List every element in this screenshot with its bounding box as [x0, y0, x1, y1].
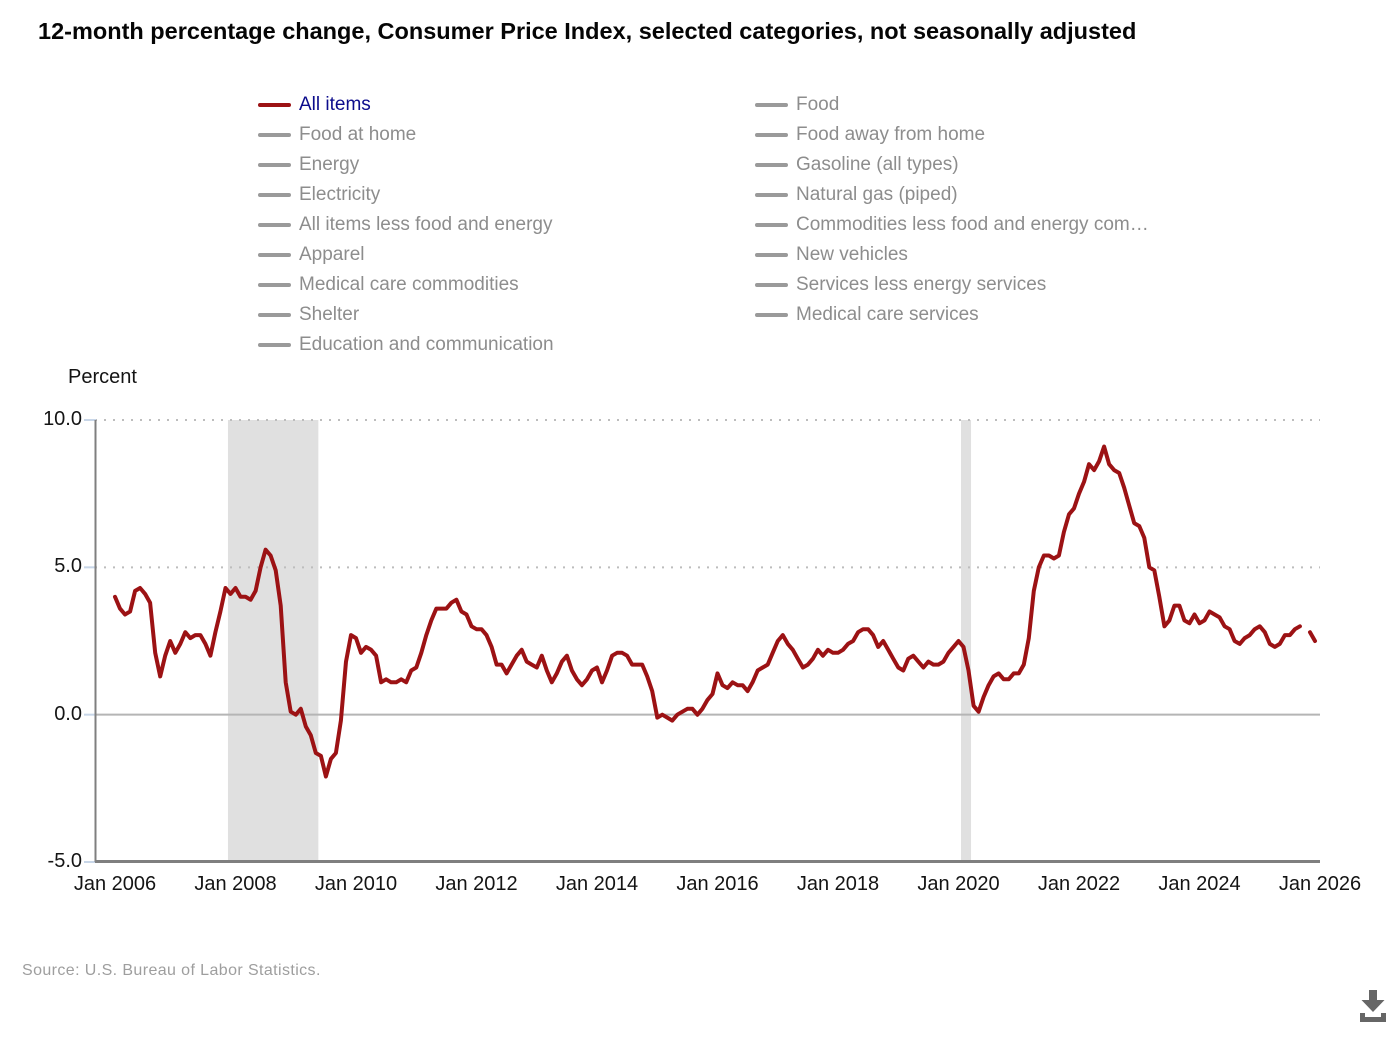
legend-item-food-at-home[interactable]: Food at home	[258, 120, 738, 150]
recession-band	[227, 420, 319, 862]
legend-item-commodities-less-food-and-energy-com[interactable]: Commodities less food and energy com…	[755, 210, 1225, 240]
x-axis-label: Jan 2006	[73, 873, 157, 895]
legend-item-label: Shelter	[299, 304, 360, 325]
legend-item-new-vehicles[interactable]: New vehicles	[755, 240, 1225, 270]
legend-swatch	[258, 193, 291, 197]
x-axis-label: Jan 2014	[555, 873, 639, 895]
x-axis-label: Jan 2024	[1158, 873, 1241, 895]
x-axis-label: Jan 2026	[1278, 873, 1362, 895]
legend-item-medical-care-services[interactable]: Medical care services	[755, 300, 1225, 330]
legend-item-label: All items less food and energy	[299, 214, 553, 235]
legend-item-natural-gas-piped[interactable]: Natural gas (piped)	[755, 180, 1225, 210]
legend-swatch	[258, 103, 291, 107]
legend-swatch	[755, 163, 788, 167]
legend-item-label: Medical care commodities	[299, 274, 519, 295]
download-button[interactable]	[1350, 984, 1396, 1030]
legend-item-shelter[interactable]: Shelter	[258, 300, 738, 330]
legend-item-label: Gasoline (all types)	[796, 154, 959, 175]
legend-item-label: Food	[796, 94, 840, 115]
y-axis-title: Percent	[68, 366, 137, 388]
x-axis-label: Jan 2010	[314, 873, 398, 895]
legend-item-all-items[interactable]: All items	[258, 90, 738, 120]
legend-item-label: Food at home	[299, 124, 417, 145]
legend-column-right: Food Food away from home Gasoline (all typ…	[755, 90, 1225, 330]
legend-swatch	[258, 313, 291, 317]
legend-item-label: Food away from home	[796, 124, 986, 145]
legend-item-education-and-communication[interactable]: Education and communication	[258, 330, 738, 360]
legend-item-label: Commodities less food and energy com…	[796, 214, 1149, 235]
legend-item-label: Medical care services	[796, 304, 979, 325]
x-axis-label: Jan 2012	[435, 873, 518, 895]
y-axis-label: 10.0	[43, 408, 82, 430]
y-axis-label: 0.0	[54, 702, 82, 725]
legend-swatch	[258, 283, 291, 287]
legend-swatch	[258, 253, 291, 257]
legend-item-label: Natural gas (piped)	[796, 184, 958, 205]
all-items-series-line[interactable]	[113, 444, 1317, 779]
legend-item-medical-care-commodities[interactable]: Medical care commodities	[258, 270, 738, 300]
legend-swatch	[258, 343, 291, 347]
y-axis-label: -5.0	[47, 850, 82, 872]
legend-item-services-less-energy-services[interactable]: Services less energy services	[755, 270, 1225, 300]
legend-swatch	[258, 133, 291, 137]
legend-swatch	[755, 313, 788, 317]
legend-swatch	[258, 223, 291, 227]
legend-item-label: Apparel	[299, 244, 365, 265]
y-axis-label: 5.0	[54, 555, 82, 578]
legend-column-left: All items Food at home Energy Electricity Al…	[258, 90, 738, 360]
legend-swatch	[755, 253, 788, 257]
legend-item-food[interactable]: Food	[755, 90, 1225, 120]
source-note: Source: U.S. Bureau of Labor Statistics.	[22, 962, 321, 979]
legend-item-apparel[interactable]: Apparel	[258, 240, 738, 270]
legend-item-label: All items	[299, 94, 371, 115]
download-icon	[1360, 990, 1386, 1022]
x-axis-label: Jan 2008	[194, 873, 277, 895]
legend-item-label: Electricity	[299, 184, 381, 205]
legend-item-all-items-less-food-and-energy[interactable]: All items less food and energy	[258, 210, 738, 240]
page-title: 12-month percentage change, Consumer Pri…	[38, 18, 1137, 44]
legend-item-label: Energy	[299, 154, 360, 175]
legend-item-energy[interactable]: Energy	[258, 150, 738, 180]
legend-swatch	[755, 193, 788, 197]
legend-swatch	[755, 103, 788, 107]
legend-item-label: Services less energy services	[796, 274, 1047, 295]
legend-item-food-away-from-home[interactable]: Food away from home	[755, 120, 1225, 150]
recession-band	[961, 420, 972, 862]
legend-item-label: Education and communication	[299, 334, 554, 355]
legend-swatch	[755, 223, 788, 227]
x-axis-label: Jan 2018	[796, 873, 880, 895]
legend-item-label: New vehicles	[796, 244, 908, 265]
x-axis-label: Jan 2022	[1037, 873, 1121, 895]
legend-swatch	[258, 163, 291, 167]
legend-item-gasoline-all-types[interactable]: Gasoline (all types)	[755, 150, 1225, 180]
legend-swatch	[755, 133, 788, 137]
x-axis-label: Jan 2020	[917, 873, 1000, 895]
x-axis-label: Jan 2016	[676, 873, 759, 895]
legend-item-electricity[interactable]: Electricity	[258, 180, 738, 210]
legend-swatch	[755, 283, 788, 287]
